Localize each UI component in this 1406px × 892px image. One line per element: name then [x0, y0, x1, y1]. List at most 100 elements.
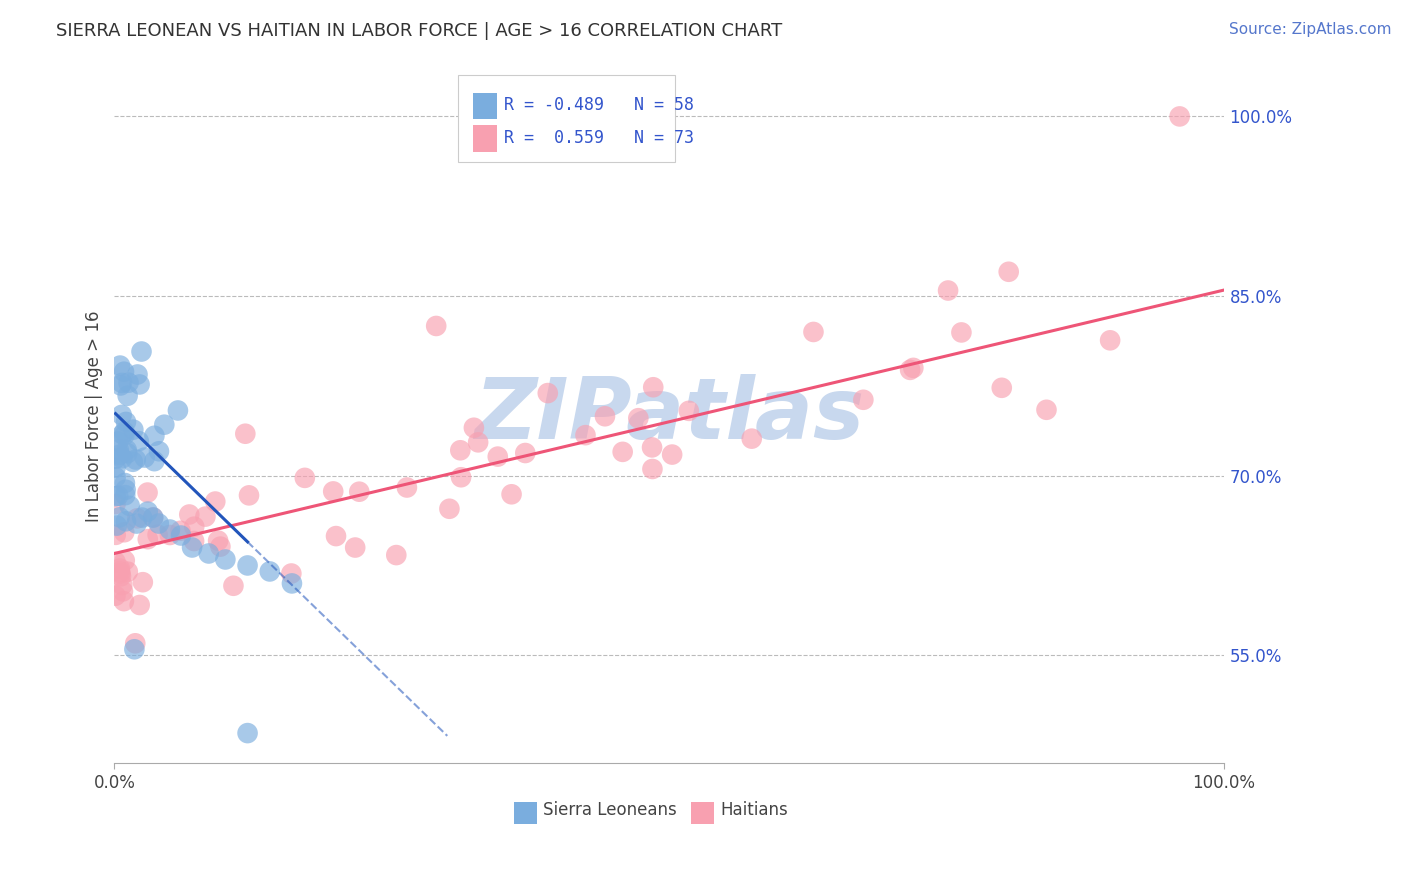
Point	[107, 434, 129, 449]
Point	[114, 475, 136, 490]
Point	[114, 425, 136, 439]
Point	[449, 443, 471, 458]
Point	[209, 540, 232, 554]
Point	[467, 435, 489, 450]
Point	[117, 565, 139, 579]
Point	[110, 378, 132, 392]
Point	[501, 487, 523, 501]
Point	[537, 386, 560, 401]
Point	[128, 598, 150, 612]
Point	[385, 548, 408, 562]
Point	[170, 528, 193, 542]
Point	[204, 494, 226, 508]
Point	[1035, 402, 1057, 417]
Point	[146, 527, 169, 541]
Point	[233, 426, 256, 441]
Point	[349, 484, 371, 499]
Point	[898, 363, 921, 377]
Point	[344, 541, 367, 555]
Point	[852, 392, 875, 407]
Text: R =  0.559   N = 73: R = 0.559 N = 73	[503, 129, 695, 147]
Point	[111, 408, 134, 422]
Point	[990, 381, 1012, 395]
Point	[159, 528, 181, 542]
Point	[112, 428, 135, 442]
Point	[115, 442, 138, 457]
Point	[169, 524, 191, 538]
Point	[450, 470, 472, 484]
Point	[124, 636, 146, 650]
Point	[641, 441, 664, 455]
Point	[115, 415, 138, 429]
Point	[104, 528, 127, 542]
Point	[111, 427, 134, 442]
Point	[117, 446, 139, 460]
Text: Sierra Leoneans: Sierra Leoneans	[543, 801, 676, 819]
Point	[104, 555, 127, 569]
Point	[214, 552, 236, 566]
Point	[114, 488, 136, 502]
Point	[167, 403, 190, 417]
Point	[104, 589, 127, 603]
Point	[463, 421, 485, 435]
Point	[108, 359, 131, 373]
Point	[322, 484, 344, 499]
Point	[395, 481, 418, 495]
Point	[281, 576, 304, 591]
Point	[439, 501, 461, 516]
Point	[136, 532, 159, 546]
Point	[238, 488, 260, 502]
Point	[1168, 110, 1191, 124]
Point	[128, 434, 150, 449]
Point	[131, 344, 153, 359]
Point	[127, 368, 149, 382]
Point	[183, 534, 205, 549]
Point	[104, 451, 127, 466]
Point	[110, 566, 132, 581]
Point	[114, 483, 136, 497]
Point	[661, 448, 683, 462]
Point	[108, 448, 131, 462]
Point	[236, 726, 259, 740]
Point	[108, 561, 131, 575]
Point	[128, 377, 150, 392]
Point	[125, 516, 148, 531]
Point	[950, 326, 973, 340]
Point	[112, 594, 135, 608]
Point	[143, 429, 166, 443]
Point	[142, 510, 165, 524]
Point	[183, 519, 205, 533]
Point	[122, 423, 145, 437]
Point	[104, 489, 127, 503]
Point	[627, 411, 650, 425]
Point	[111, 578, 134, 592]
Point	[110, 569, 132, 583]
Point	[643, 380, 665, 394]
Point	[294, 471, 316, 485]
Point	[259, 565, 281, 579]
Point	[1099, 334, 1122, 348]
Point	[111, 376, 134, 390]
Point	[179, 508, 201, 522]
Point	[486, 450, 509, 464]
FancyBboxPatch shape	[472, 93, 498, 120]
Point	[127, 511, 149, 525]
Y-axis label: In Labor Force | Age > 16: In Labor Force | Age > 16	[86, 310, 103, 522]
Point	[741, 432, 763, 446]
Text: Source: ZipAtlas.com: Source: ZipAtlas.com	[1229, 22, 1392, 37]
Point	[194, 509, 217, 524]
Point	[159, 523, 181, 537]
Point	[143, 454, 166, 468]
Point	[118, 499, 141, 513]
Point	[936, 284, 959, 298]
Point	[132, 575, 155, 590]
Point	[107, 442, 129, 457]
Point	[207, 533, 229, 548]
Point	[112, 525, 135, 540]
Point	[903, 360, 925, 375]
Point	[131, 510, 153, 524]
Point	[124, 642, 146, 657]
Point	[117, 376, 139, 390]
Text: Haitians: Haitians	[720, 801, 787, 819]
Point	[236, 558, 259, 573]
